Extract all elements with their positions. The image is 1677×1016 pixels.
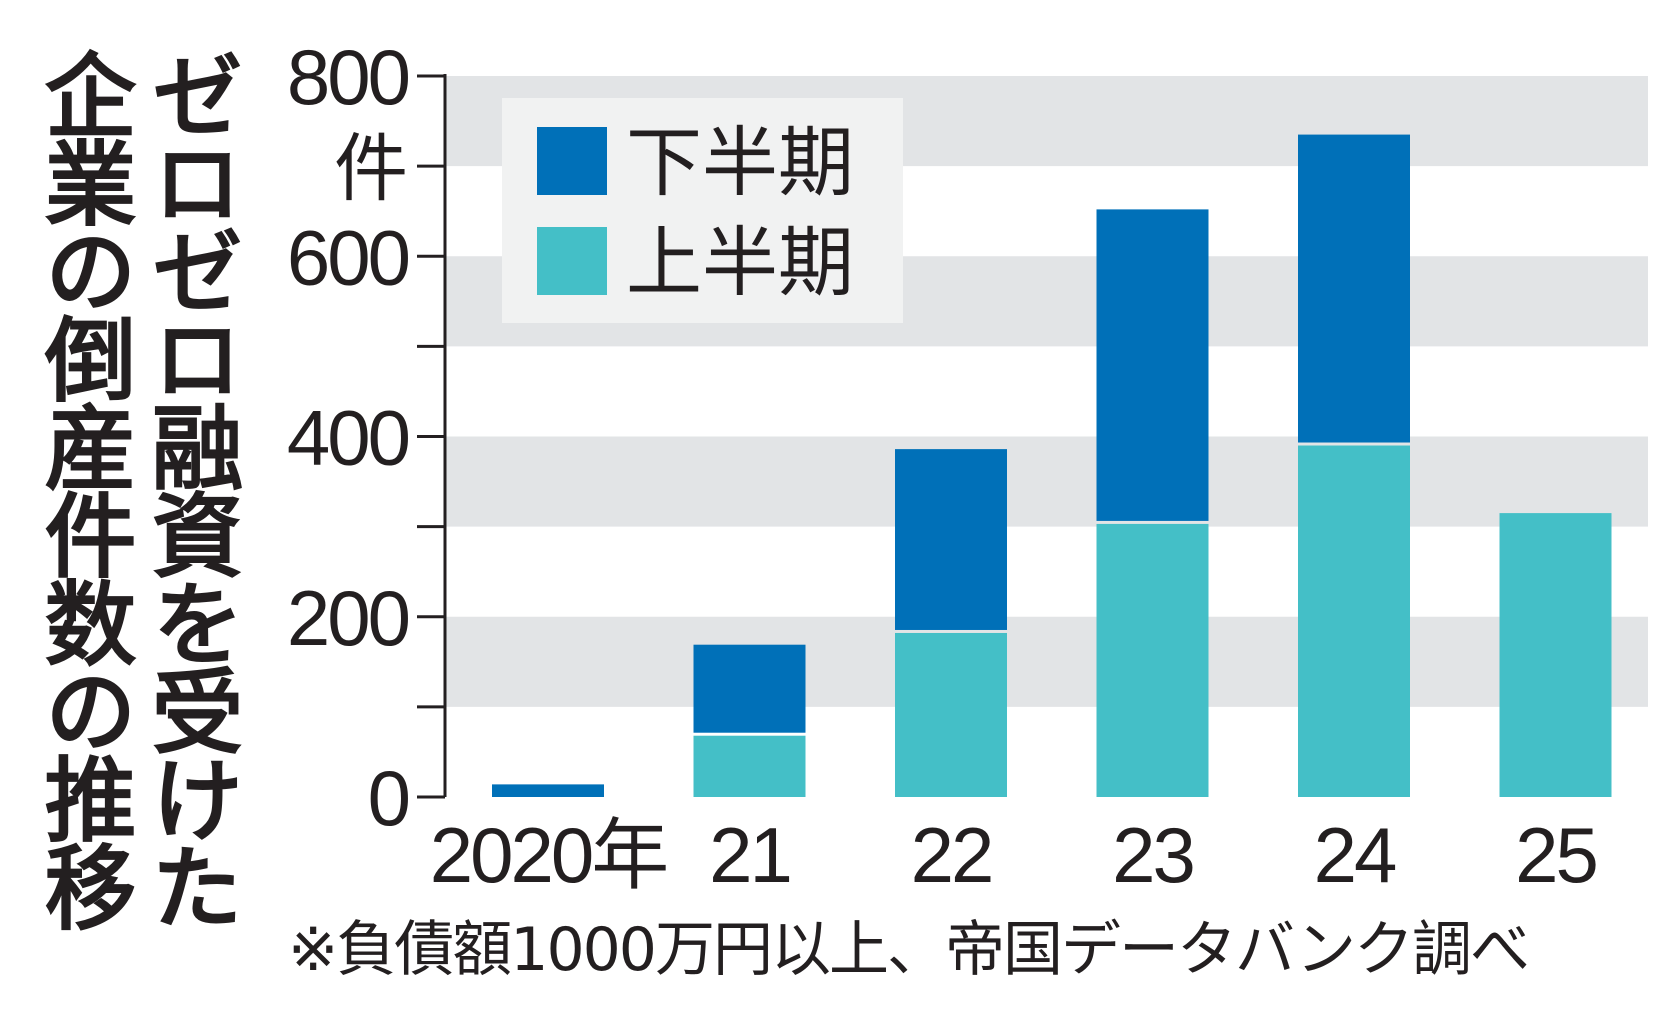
bar-first-half xyxy=(1096,523,1209,797)
grid-band xyxy=(445,616,1648,707)
bar-first-half xyxy=(895,632,1007,797)
bar-second-half xyxy=(1096,209,1209,521)
legend-swatch xyxy=(537,227,607,295)
y-tick-label: 600 xyxy=(287,213,409,301)
chart-title-line-1: ゼロゼロ融資を受けた xyxy=(136,48,243,928)
legend-swatch xyxy=(537,127,607,195)
bar-second-half xyxy=(492,784,604,797)
x-tick-label: 24 xyxy=(1314,811,1396,899)
y-tick-label: 0 xyxy=(368,754,409,842)
chart-title-line-2: 企業の倒産件数の推移 xyxy=(29,48,136,928)
y-tick-label: 400 xyxy=(287,394,409,482)
bar-second-half xyxy=(1298,134,1410,443)
bar-first-half xyxy=(1499,513,1612,797)
bars xyxy=(492,134,1612,797)
x-tick-label: 22 xyxy=(911,811,992,899)
bar-first-half xyxy=(1298,445,1410,797)
y-tick-label: 200 xyxy=(287,574,409,662)
bar-second-half xyxy=(895,449,1007,630)
bar-first-half xyxy=(693,735,806,797)
x-tick-label: 21 xyxy=(709,811,790,899)
legend-label: 下半期 xyxy=(626,118,854,207)
x-axis-labels: 2020年 21 22 23 24 25 xyxy=(430,811,1600,899)
x-tick-label: 23 xyxy=(1112,811,1193,899)
bar-second-half xyxy=(693,644,806,733)
grid-band xyxy=(445,436,1648,527)
x-tick-label: 2020年 xyxy=(430,811,667,899)
x-tick-label: 25 xyxy=(1515,811,1596,899)
source-note: ※負債額1000万円以上、帝国データバンク調べ xyxy=(288,915,1530,985)
y-axis-unit: 件 xyxy=(334,126,408,212)
legend-label: 上半期 xyxy=(626,218,854,307)
y-tick-label: 800 xyxy=(287,33,409,121)
